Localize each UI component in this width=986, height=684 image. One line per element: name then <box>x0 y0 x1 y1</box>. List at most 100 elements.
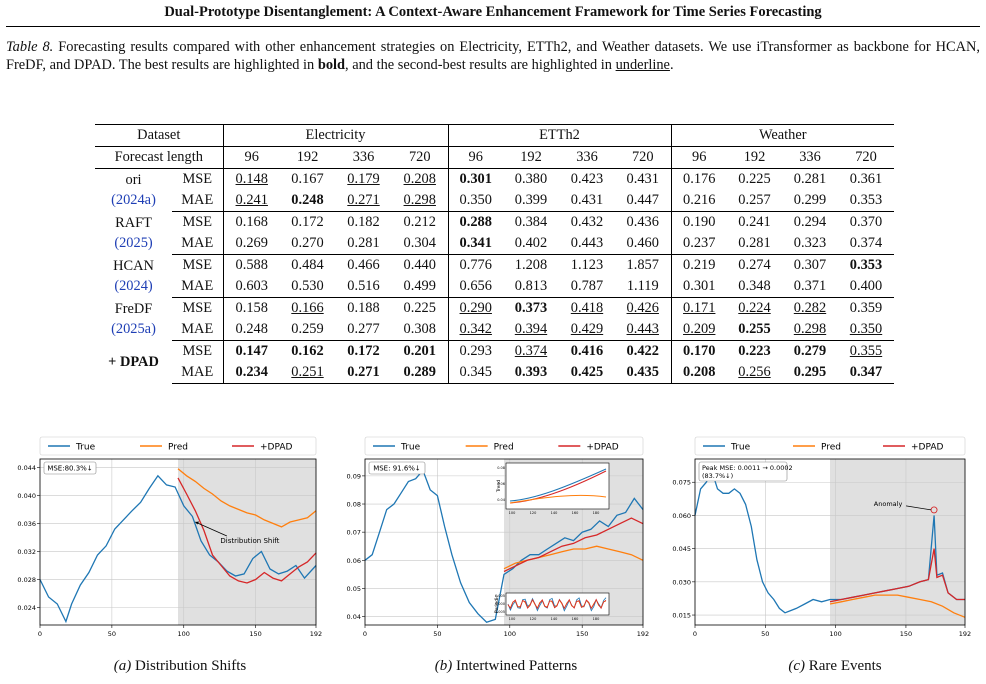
caption-underline-word: underline <box>615 57 670 73</box>
y-tick-label: 0.05 <box>347 585 361 593</box>
chart-intertwined-patterns: 0.04 0.05 0.06 0.07 0.08 0.09 0 50 100 150 192 True… <box>347 436 649 638</box>
table-cell: 0.787 <box>559 276 615 298</box>
table-cell: 0.209 <box>671 319 727 341</box>
table-cell: 0.516 <box>335 276 392 298</box>
table-cell: 0.277 <box>335 319 392 341</box>
anomaly-marker <box>930 506 938 514</box>
table-cell: 0.255 <box>727 319 782 341</box>
table-cell: 0.323 <box>782 233 838 255</box>
table-cell: 0.147 <box>235 343 268 359</box>
inset-xtick: 160 <box>572 617 579 621</box>
table-row: ori (2024a) MSE 0.148 0.167 0.179 0.208 0.301 0.… <box>95 168 894 208</box>
table-cell: 0.348 <box>727 276 782 298</box>
table-cell: 0.224 <box>738 300 771 316</box>
y-tick-label: 0.07 <box>347 529 361 537</box>
inset-ytick: -0.005 <box>494 610 505 614</box>
table-cell: 0.371 <box>782 276 838 298</box>
y-tick-label: 0.06 <box>347 557 361 565</box>
table-cell: 0.345 <box>448 362 503 384</box>
table-cell: 0.399 <box>503 190 559 212</box>
metric-label: MAE <box>172 276 224 298</box>
table-cell: 0.400 <box>838 276 894 298</box>
table-cell: 0.443 <box>559 233 615 255</box>
header-dataset-electricity: Electricity <box>223 124 449 147</box>
subcaption-a-label: (a) <box>113 658 132 674</box>
x-tick-label: 100 <box>178 630 190 638</box>
y-tick-label: 0.015 <box>672 612 691 620</box>
subcaption-b: (b) Intertwined Patterns <box>360 658 652 675</box>
table-cell: 0.237 <box>671 233 727 255</box>
metric-label: MAE <box>172 190 224 212</box>
table-cell: 1.123 <box>570 257 604 273</box>
table-cell: 0.179 <box>347 171 380 187</box>
table-cell: 0.234 <box>223 362 280 384</box>
header-length-2: 336 <box>335 146 392 169</box>
table-cell: 0.440 <box>392 254 449 276</box>
table-cell: 0.353 <box>838 190 894 212</box>
caption-text-1: Forecasting results compared with other … <box>6 39 980 73</box>
table-row: MAE 0.269 0.270 0.281 0.304 0.341 0.402 0.443 0.… <box>95 233 894 255</box>
legend-label: +DPAD <box>586 443 618 453</box>
legend-label: +DPAD <box>260 443 292 453</box>
method-citation-link[interactable]: (2024a) <box>111 192 156 209</box>
x-tick-label: 50 <box>761 630 769 638</box>
table-cell: 0.350 <box>448 190 503 212</box>
table-cell: 0.447 <box>615 190 672 212</box>
header-length-6: 336 <box>559 146 615 169</box>
method-citation-link[interactable]: (2025) <box>114 235 153 251</box>
table-cell: 0.281 <box>793 171 827 187</box>
table-cell: 0.813 <box>503 276 559 298</box>
annotation-box <box>368 461 426 475</box>
subcaption-b-label: (b) <box>434 658 453 674</box>
x-tick-label: 150 <box>576 630 588 638</box>
y-tick-label: 0.030 <box>672 578 691 586</box>
x-tick-label: 192 <box>310 630 322 638</box>
method-cell: FreDF (2025a) <box>95 298 172 341</box>
y-tick-label: 0.032 <box>17 548 36 556</box>
table-cell: 0.282 <box>793 300 827 316</box>
method-name: ori <box>125 172 142 189</box>
table-cell: 0.248 <box>280 190 335 212</box>
table-cell: 0.279 <box>793 343 827 359</box>
table-cell: 0.182 <box>347 214 380 230</box>
table-cell: 0.216 <box>671 190 727 212</box>
legend-label: Pred <box>168 443 188 453</box>
table-cell: 1.119 <box>615 276 672 298</box>
legend-label: +DPAD <box>911 443 943 453</box>
legend-label: True <box>75 443 96 453</box>
inset-xtick: 120 <box>530 511 537 515</box>
x-tick-label: 100 <box>829 630 841 638</box>
x-tick-label: 100 <box>504 630 516 638</box>
annotation-peak-mse: Peak MSE: 0.0011 → 0.0002 <box>702 464 793 472</box>
method-citation-link[interactable]: (2024) <box>114 278 153 294</box>
caption-bold-word: bold <box>317 57 346 73</box>
table-cell: 0.393 <box>503 362 559 384</box>
subcaption-a-text: Distribution Shifts <box>134 658 247 674</box>
table-cell: 0.359 <box>849 300 883 316</box>
inset-trend-true <box>509 468 607 502</box>
x-tick-label: 150 <box>249 630 261 638</box>
table-cell: 0.353 <box>849 257 883 273</box>
table-cell: 0.288 <box>459 214 492 230</box>
legend-label: Pred <box>821 443 841 453</box>
table-cell: 1.857 <box>615 254 672 276</box>
table-cell: 0.188 <box>347 300 380 316</box>
method-name: RAFT <box>115 215 152 231</box>
header-length-5: 192 <box>503 146 559 169</box>
table-cell: 1.208 <box>514 257 548 273</box>
annotation-mse: MSE:80.3%↓ <box>47 465 92 473</box>
header-length-4: 96 <box>448 146 503 169</box>
method-name: + DPAD <box>108 354 159 370</box>
table-cell: 0.394 <box>503 319 559 341</box>
table-cell: 0.170 <box>683 343 716 359</box>
table-cell: 0.374 <box>838 233 894 255</box>
table-cell: 0.167 <box>291 171 324 187</box>
annotation-anomaly: Anomaly <box>874 500 903 508</box>
inset-xtick: 100 <box>509 511 516 515</box>
header-dataset-etth2: ETTh2 <box>448 124 672 147</box>
inset-xtick: 160 <box>572 511 579 515</box>
y-tick-label: 0.09 <box>347 472 361 480</box>
annotation-box <box>43 461 97 475</box>
method-citation-link[interactable]: (2025a) <box>111 321 156 337</box>
y-tick-label: 0.045 <box>672 545 691 553</box>
